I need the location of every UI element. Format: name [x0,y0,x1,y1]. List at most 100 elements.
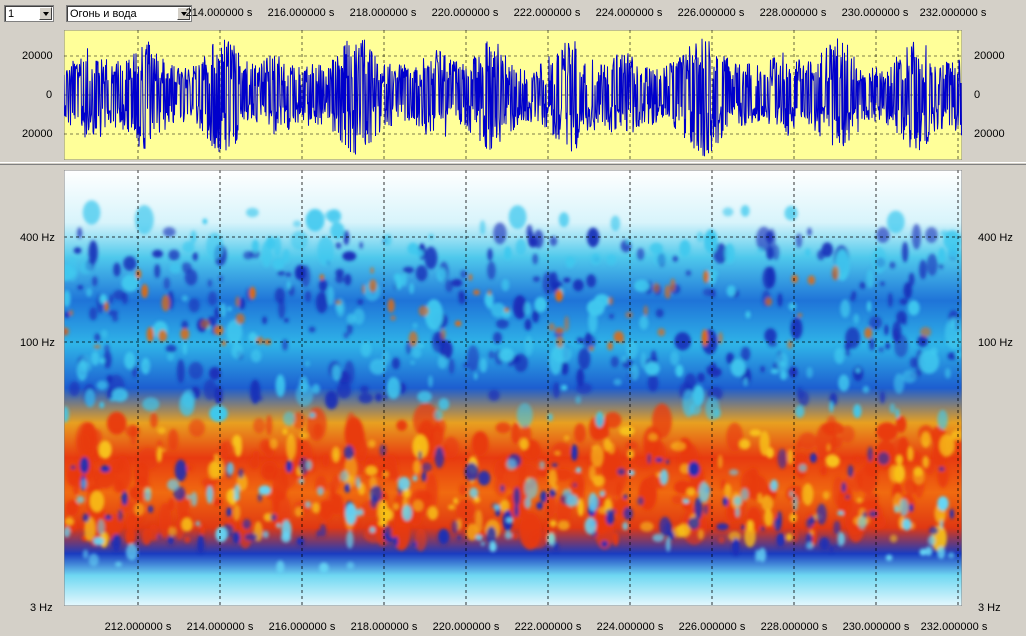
spectrogram-blob [403,266,414,274]
spectrogram-blob [308,326,316,333]
spectrogram-blob [275,374,286,397]
spectrogram-blob [924,546,933,556]
spectrogram-blob [499,499,510,512]
spectrogram-blob [816,422,837,460]
spectrogram-blob [239,297,246,310]
preset-dropdown-button[interactable] [177,7,190,20]
spectrogram-blob [96,380,108,391]
preset-select[interactable]: Огонь и вода [66,5,192,22]
spectrogram-blob [103,350,112,369]
spectrogram-blob [412,475,418,482]
spectrogram-blob [80,355,91,369]
spectrogram-blob [488,389,500,401]
spectrogram-blob [621,355,628,363]
spectrogram-blob [464,462,479,482]
spectrogram-blob [937,409,948,430]
spectrogram-blob [895,408,900,419]
spectrogram-blob [273,236,282,257]
spectrogram-blob [213,453,219,460]
spectrogram-blob [86,287,93,297]
spectrogram-blob [93,466,116,489]
top-tick-label: 214.000000 s [185,7,253,19]
top-tick-label: 228.000000 s [759,7,827,19]
spectrogram-blob [434,409,443,421]
spectrogram-blob [64,517,74,526]
spectrogram-blob [539,460,546,469]
spectrogram-blob [64,406,69,423]
spectrogram-blob [575,467,582,473]
spectrogram-blob [126,513,136,533]
spectrogram-blob [582,334,596,350]
spectrogram-blob [186,494,192,500]
spectrogram-blob [726,422,744,452]
spectrogram-blob [344,273,352,286]
spectrogram-blob [174,459,187,482]
spectrogram-blob [346,530,354,549]
spectrogram-blob [93,344,101,349]
spectrogram-blob [744,526,756,548]
spectrogram-blob [591,253,601,265]
spectrogram-blob [732,538,740,556]
spectrogram-blob [889,261,896,269]
channel-select[interactable]: 1 [4,5,54,22]
spectrogram-blob [428,233,434,240]
top-tick-label: 232.000000 s [919,7,987,19]
spectrogram-blob [77,227,83,239]
spectrogram-blob [553,468,573,481]
spectrogram-blob [235,296,240,308]
spectrogram-blob [197,535,205,554]
spectrogram-blob [919,259,927,280]
spectrogram-blob [184,536,191,543]
spectrogram-blob [386,376,401,400]
spectrogram-blob [703,504,708,515]
spectrogram-blob [104,514,112,520]
spectrogram-blob [597,514,607,526]
top-tick-label: 218.000000 s [349,7,417,19]
spectrogram-blob [295,382,314,407]
waveform-view[interactable] [64,30,962,160]
spectrogram-blob [685,270,692,276]
spectrogram-blob [556,335,564,348]
spectrogram-blob [605,508,616,516]
spectrogram-blob [764,297,773,306]
spectrogram-blob [857,465,878,494]
spectrogram-blob [608,296,613,306]
spectrogram-blob [825,454,840,468]
spectrogram-blob [670,441,686,451]
spectrogram-blob [584,517,597,535]
spectrogram-blob [909,357,918,368]
spectrogram-blob [885,554,893,561]
spectrogram-blob [188,419,206,437]
waveform-right-label: 0 [974,89,981,101]
spectrogram-blob [410,360,415,365]
spectrogram-blob [879,391,886,404]
spectrogram-blob [161,448,167,452]
spectrogram-blob [92,276,98,287]
spectrogram-blob [493,222,507,245]
spectrogram-blob [686,487,696,497]
spectrogram-blob [344,360,355,386]
spectrogram-blob [575,395,582,404]
channel-dropdown-button[interactable] [39,7,52,20]
spectrogram-blob [549,271,558,290]
spectrogram-blob [864,327,873,339]
spectrogram-blob [397,476,411,491]
spectrogram-blob [540,490,548,503]
spectrogram-blob [698,481,710,503]
spectrogram-blob [318,279,328,292]
spectrogram-blob [98,440,112,459]
spectrogram-blob [434,446,445,469]
spectrogram-blob [606,254,617,266]
panel-splitter[interactable] [0,162,1026,165]
spectrogram-blob [557,520,570,531]
spectrogram-blob [692,385,705,406]
spectrogram-blob [516,403,533,428]
spectrogram-blob [601,457,627,497]
spectrogram-blob [951,431,957,441]
spectrogram-blob [524,318,532,331]
spectrogram-blob [65,500,79,516]
spectrogram-blob [785,533,793,542]
spectrogram-blob [343,332,349,339]
spectrogram-view[interactable] [64,170,962,606]
spectrogram-blob [311,383,321,394]
